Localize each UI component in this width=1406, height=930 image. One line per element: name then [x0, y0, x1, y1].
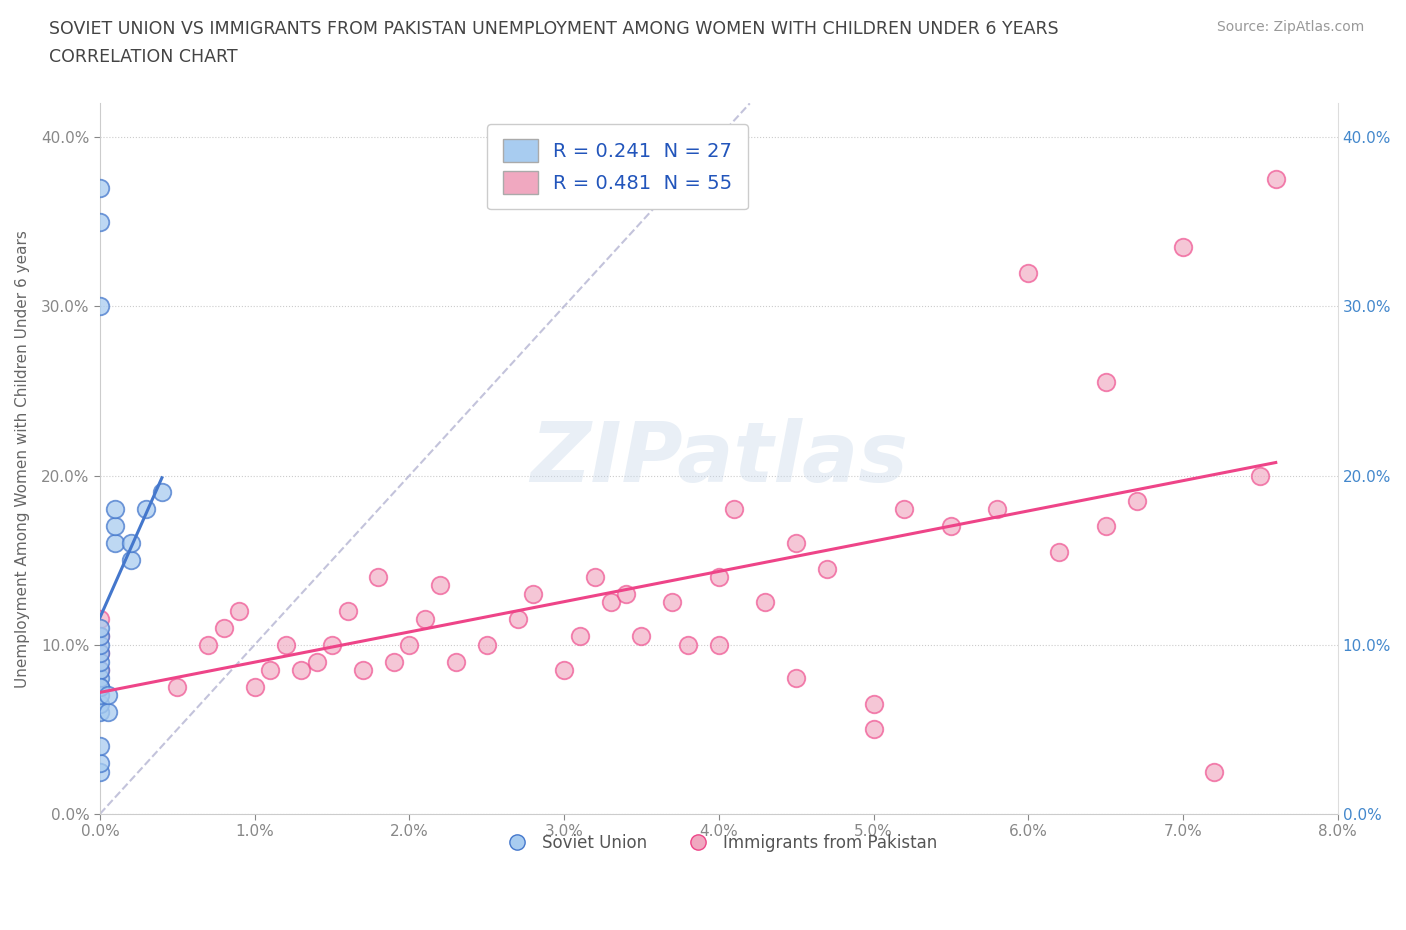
Point: [723, 502, 745, 517]
Point: [382, 654, 405, 669]
Point: [583, 569, 606, 584]
Point: [939, 519, 962, 534]
Point: [1094, 519, 1116, 534]
Point: [1094, 375, 1116, 390]
Point: [89, 671, 111, 686]
Point: [89, 629, 111, 644]
Point: [135, 502, 157, 517]
Point: [305, 654, 328, 669]
Point: [104, 536, 127, 551]
Point: [398, 637, 420, 652]
Point: [89, 662, 111, 677]
Point: [707, 637, 730, 652]
Point: [104, 519, 127, 534]
Point: [97, 688, 120, 703]
Point: [89, 738, 111, 753]
Point: [120, 536, 142, 551]
Point: [893, 502, 915, 517]
Point: [506, 612, 529, 627]
Point: [197, 637, 219, 652]
Legend: Soviet Union, Immigrants from Pakistan: Soviet Union, Immigrants from Pakistan: [494, 828, 943, 858]
Point: [89, 705, 111, 720]
Point: [336, 604, 359, 618]
Point: [212, 620, 235, 635]
Point: [785, 671, 807, 686]
Point: [676, 637, 699, 652]
Point: [89, 688, 111, 703]
Point: [89, 214, 111, 229]
Y-axis label: Unemployment Among Women with Children Under 6 years: Unemployment Among Women with Children U…: [15, 230, 30, 687]
Point: [228, 604, 250, 618]
Point: [89, 662, 111, 677]
Text: CORRELATION CHART: CORRELATION CHART: [49, 48, 238, 66]
Point: [104, 502, 127, 517]
Point: [444, 654, 467, 669]
Point: [553, 662, 575, 677]
Point: [862, 722, 884, 737]
Point: [89, 629, 111, 644]
Point: [321, 637, 343, 652]
Point: [150, 485, 173, 499]
Point: [1171, 240, 1194, 255]
Point: [89, 756, 111, 771]
Point: [986, 502, 1008, 517]
Point: [522, 587, 544, 602]
Point: [89, 637, 111, 652]
Point: [630, 629, 652, 644]
Point: [120, 552, 142, 567]
Point: [413, 612, 436, 627]
Point: [89, 299, 111, 313]
Point: [1202, 764, 1225, 779]
Point: [815, 561, 838, 576]
Point: [290, 662, 312, 677]
Point: [754, 595, 776, 610]
Point: [89, 612, 111, 627]
Point: [352, 662, 374, 677]
Point: [89, 620, 111, 635]
Text: Source: ZipAtlas.com: Source: ZipAtlas.com: [1216, 20, 1364, 34]
Point: [1125, 494, 1147, 509]
Point: [89, 697, 111, 711]
Point: [367, 569, 389, 584]
Point: [97, 705, 120, 720]
Point: [429, 578, 451, 593]
Point: [1017, 265, 1039, 280]
Point: [785, 536, 807, 551]
Point: [89, 680, 111, 695]
Point: [475, 637, 498, 652]
Point: [707, 569, 730, 584]
Point: [568, 629, 591, 644]
Point: [1047, 544, 1070, 559]
Text: ZIPatlas: ZIPatlas: [530, 418, 908, 499]
Point: [1249, 468, 1271, 483]
Point: [274, 637, 297, 652]
Point: [89, 654, 111, 669]
Point: [89, 645, 111, 660]
Point: [89, 645, 111, 660]
Point: [89, 180, 111, 195]
Point: [89, 764, 111, 779]
Point: [614, 587, 637, 602]
Point: [599, 595, 621, 610]
Point: [89, 680, 111, 695]
Point: [166, 680, 188, 695]
Point: [259, 662, 281, 677]
Point: [1264, 172, 1286, 187]
Point: [661, 595, 683, 610]
Point: [89, 680, 111, 695]
Text: SOVIET UNION VS IMMIGRANTS FROM PAKISTAN UNEMPLOYMENT AMONG WOMEN WITH CHILDREN : SOVIET UNION VS IMMIGRANTS FROM PAKISTAN…: [49, 20, 1059, 38]
Point: [243, 680, 266, 695]
Point: [862, 697, 884, 711]
